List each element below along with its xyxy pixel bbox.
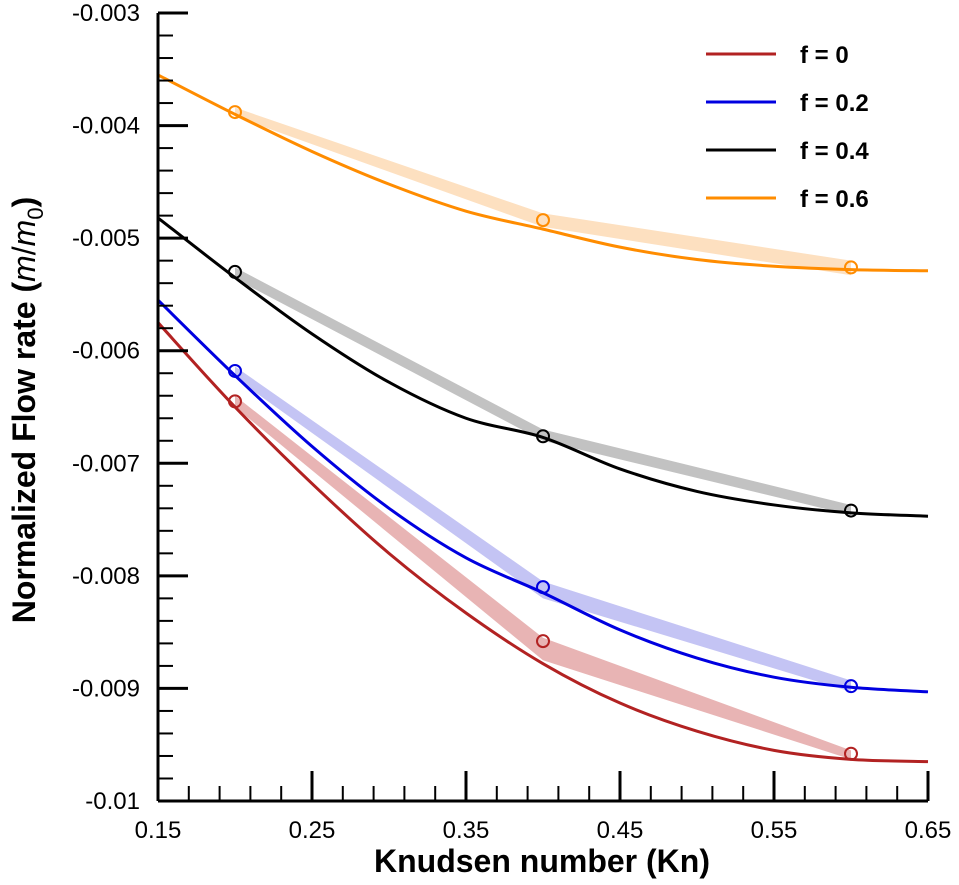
y-axis-title-sub: 0 xyxy=(23,207,48,219)
y-tick-label-4: -0.006 xyxy=(72,338,140,365)
y-axis-title-main: Normalized Flow rate ( xyxy=(6,282,42,624)
legend-label-f-0: f = 0 xyxy=(800,42,849,69)
band-f-0 xyxy=(235,395,851,760)
marker-f-0-4-2 xyxy=(844,503,858,518)
y-axis-title-m0: m xyxy=(6,220,42,247)
marker-f-0-2 xyxy=(844,746,858,761)
x-axis-title: Knudsen number (Kn) xyxy=(374,843,710,879)
y-tick-label-3: -0.007 xyxy=(72,450,140,477)
curve-f-0-4 xyxy=(157,216,929,518)
y-tick-label-1: -0.009 xyxy=(72,675,140,702)
y-tick-label-0: -0.01 xyxy=(85,788,140,815)
marker-f-0-4-0 xyxy=(228,264,242,279)
legend: f = 0 f = 0.2 f = 0.4 f = 0.6 xyxy=(706,42,869,213)
y-tick-label-2: -0.008 xyxy=(72,563,140,590)
y-tick-label-7: -0.003 xyxy=(72,0,140,27)
legend-label-f-0-6: f = 0.6 xyxy=(800,186,869,213)
series-curves xyxy=(156,73,929,764)
x-tick-label-2: 0.35 xyxy=(443,817,490,844)
band-f-0-4 xyxy=(235,267,851,516)
y-tick-label-6: -0.004 xyxy=(72,113,140,140)
marker-f-0-2-1 xyxy=(536,580,550,595)
marker-f-0-4-1 xyxy=(536,429,550,444)
legend-label-f-0-4: f = 0.4 xyxy=(800,138,869,165)
marker-f-0-0 xyxy=(228,394,242,409)
marker-f-0-1 xyxy=(536,634,550,649)
y-axis-title-slash: / xyxy=(6,246,42,255)
band-f-0-6 xyxy=(235,107,851,276)
x-tick-label-4: 0.55 xyxy=(751,817,798,844)
marker-f-0-6-1 xyxy=(536,213,550,228)
curve-f-0 xyxy=(156,321,929,764)
marker-f-0-6-2 xyxy=(844,260,858,275)
uncertainty-bands xyxy=(235,107,851,760)
y-axis-title-close: ) xyxy=(6,197,42,208)
y-axis-title: Normalized Flow rate (m/m0) xyxy=(6,197,48,624)
tick-marks xyxy=(156,11,930,803)
y-tick-label-5: -0.005 xyxy=(72,225,140,252)
data-markers xyxy=(228,105,858,761)
marker-f-0-2-2 xyxy=(844,679,858,694)
curve-f-0-2 xyxy=(156,298,929,694)
legend-label-f-0-2: f = 0.2 xyxy=(800,90,869,117)
curve-f-0-6 xyxy=(157,73,929,273)
x-tick-label-1: 0.25 xyxy=(289,817,336,844)
tick-labels: 0.15 0.25 0.35 0.45 0.55 0.65 -0.01 -0.009 -0.00… xyxy=(72,0,951,844)
x-tick-label-5: 0.65 xyxy=(905,817,952,844)
axes xyxy=(156,13,928,803)
x-tick-label-3: 0.45 xyxy=(597,817,644,844)
x-tick-label-0: 0.15 xyxy=(135,817,182,844)
marker-f-0-2-0 xyxy=(228,363,242,378)
marker-f-0-6-0 xyxy=(228,105,242,120)
y-axis-title-m: m xyxy=(6,255,42,282)
